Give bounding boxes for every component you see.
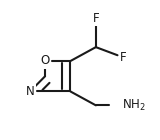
Text: NH$_2$: NH$_2$ <box>122 98 146 113</box>
Text: F: F <box>92 11 99 24</box>
Text: N: N <box>26 85 34 98</box>
Text: F: F <box>120 51 127 64</box>
Text: O: O <box>40 54 50 67</box>
